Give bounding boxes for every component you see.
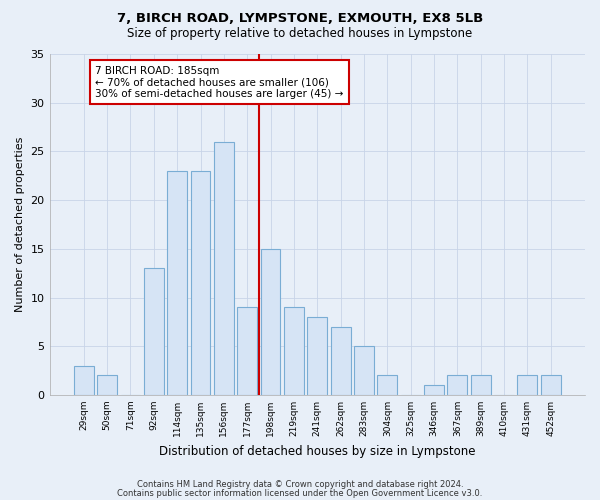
Bar	[517, 376, 538, 395]
Bar	[260, 249, 280, 395]
Bar	[74, 366, 94, 395]
Bar	[191, 171, 211, 395]
Bar	[214, 142, 234, 395]
Text: Contains HM Land Registry data © Crown copyright and database right 2024.: Contains HM Land Registry data © Crown c…	[137, 480, 463, 489]
Bar	[354, 346, 374, 395]
Bar	[377, 376, 397, 395]
Bar	[307, 317, 327, 395]
Bar	[97, 376, 117, 395]
Text: 7 BIRCH ROAD: 185sqm
← 70% of detached houses are smaller (106)
30% of semi-deta: 7 BIRCH ROAD: 185sqm ← 70% of detached h…	[95, 66, 344, 99]
Y-axis label: Number of detached properties: Number of detached properties	[15, 137, 25, 312]
Bar	[331, 326, 350, 395]
Text: Size of property relative to detached houses in Lympstone: Size of property relative to detached ho…	[127, 28, 473, 40]
X-axis label: Distribution of detached houses by size in Lympstone: Distribution of detached houses by size …	[159, 444, 476, 458]
Bar	[284, 308, 304, 395]
Bar	[448, 376, 467, 395]
Bar	[424, 385, 444, 395]
Bar	[471, 376, 491, 395]
Text: 7, BIRCH ROAD, LYMPSTONE, EXMOUTH, EX8 5LB: 7, BIRCH ROAD, LYMPSTONE, EXMOUTH, EX8 5…	[117, 12, 483, 26]
Bar	[144, 268, 164, 395]
Bar	[541, 376, 560, 395]
Text: Contains public sector information licensed under the Open Government Licence v3: Contains public sector information licen…	[118, 490, 482, 498]
Bar	[167, 171, 187, 395]
Bar	[238, 308, 257, 395]
